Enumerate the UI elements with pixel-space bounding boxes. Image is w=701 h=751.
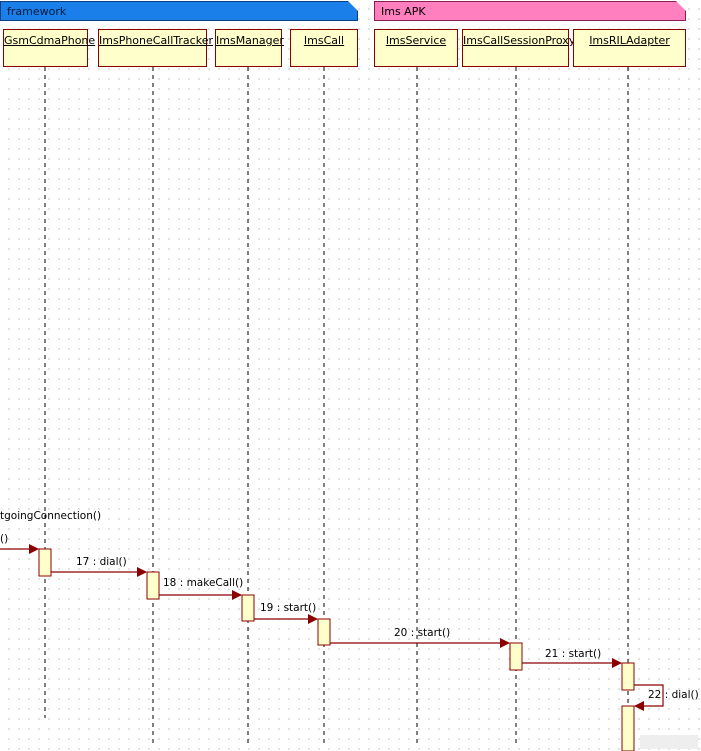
activation-imsphonecalltracker	[146, 571, 160, 600]
lifeline-lines	[44, 67, 629, 745]
message-18-label: 18 : makeCall()	[163, 577, 244, 589]
lifeline-imscallsessionproxy[interactable]: ImsCallSessionProxy	[462, 29, 575, 67]
lifeline-imscall[interactable]: ImsCall	[290, 29, 358, 67]
incoming-message-label: tgoingConnection()	[0, 510, 102, 522]
package-framework[interactable]: framework	[0, 1, 358, 21]
package-ims-apk[interactable]: Ims APK	[374, 1, 686, 21]
activation-imsriladapter	[621, 662, 635, 691]
lifeline-gsmcdmaphone[interactable]: GsmCdmaPhone	[3, 29, 95, 67]
activation-gsmcdmaphone	[38, 548, 52, 577]
incoming-arrow-label: ()	[0, 533, 9, 545]
message-22-label: 22 : dial()	[648, 689, 699, 701]
package-fold-icon	[348, 1, 358, 11]
lifeline-imsphonecalltracker[interactable]: ImsPhoneCallTracker	[98, 29, 213, 67]
activation-imsmanager	[241, 594, 255, 622]
message-20-label: 20 : start()	[394, 627, 451, 639]
lifeline-imsmanager[interactable]: ImsManager	[215, 29, 284, 67]
message-19-label: 19 : start()	[260, 602, 317, 614]
package-framework-label: framework	[7, 5, 67, 18]
activation-imscall	[317, 618, 331, 646]
activation-imscallsessionproxy	[509, 642, 523, 671]
activation-imsriladapter-2	[621, 705, 635, 751]
message-21-label: 21 : start()	[545, 648, 602, 660]
arrow-22-self	[634, 684, 664, 711]
package-ims-apk-label: Ims APK	[381, 5, 426, 18]
lifeline-imsservice[interactable]: ImsService	[374, 29, 458, 67]
lifeline-imsriladapter[interactable]: ImsRILAdapter	[573, 29, 686, 67]
package-fold-icon	[676, 1, 686, 11]
watermark-overlay	[640, 735, 698, 749]
message-17-label: 17 : dial()	[76, 556, 127, 568]
